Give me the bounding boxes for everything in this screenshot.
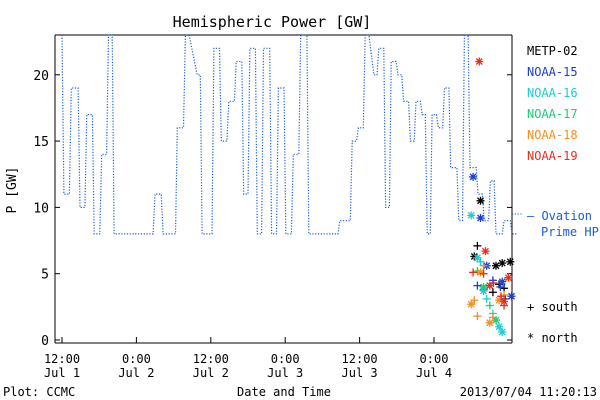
star-stroke [498, 278, 506, 286]
point-noaa-19-north [500, 297, 509, 306]
star-stroke [498, 259, 506, 267]
star-stroke [477, 268, 484, 276]
point-noaa-16-north [495, 322, 504, 331]
x-tick-date: Jul 4 [416, 366, 452, 380]
point-noaa-18-south [473, 312, 482, 321]
point-noaa-19-north [481, 247, 490, 256]
star-stroke [469, 173, 477, 181]
point-metp-02-north [506, 257, 515, 266]
y-tick-label: 20 [33, 69, 49, 84]
star-stroke [495, 323, 503, 331]
star-stroke [486, 319, 494, 327]
legend-entry-noaa-19: NOAA-19 [527, 149, 578, 163]
x-tick-time: 0:00 [122, 352, 151, 366]
footer-plot-credit: Plot: CCMC [3, 385, 75, 399]
legend-entry-noaa-18: NOAA-18 [527, 128, 578, 142]
point-noaa-17-north [479, 282, 488, 291]
star-stroke [500, 298, 508, 306]
star-stroke [482, 247, 489, 255]
chart-title: Hemispheric Power [GW] [173, 13, 372, 31]
point-metp-02-south [488, 288, 497, 297]
x-tick-date: Jul 2 [193, 366, 229, 380]
legend-north: * north [527, 331, 578, 345]
point-noaa-16-north [473, 253, 482, 262]
y-tick-label: 15 [33, 135, 49, 150]
legend-entry-metp-02: METP-02 [527, 44, 578, 58]
point-noaa-16-north [498, 328, 507, 337]
y-tick-label: 0 [41, 334, 49, 349]
star-stroke [498, 328, 506, 336]
star-stroke [480, 283, 488, 291]
point-noaa-15-north [498, 277, 507, 286]
x-tick-date: Jul 3 [267, 366, 303, 380]
point-metp-02-north [476, 196, 485, 205]
satellite-points [467, 57, 516, 337]
star-stroke [506, 258, 514, 266]
star-stroke [477, 214, 484, 222]
star-stroke [492, 262, 500, 270]
star-stroke [508, 292, 515, 300]
star-stroke [475, 58, 483, 65]
ovation-line [61, 34, 517, 235]
star-stroke [504, 274, 512, 282]
point-noaa-18-north [467, 300, 476, 309]
point-noaa-19-north [485, 281, 494, 290]
point-noaa-15-north [507, 292, 516, 301]
legend: METP-02 NOAA-15 NOAA-16 NOAA-17 NOAA-18 NOAA-… [512, 44, 600, 345]
star-stroke [492, 316, 500, 324]
point-noaa-18-south [479, 261, 488, 270]
legend-entry-noaa-15: NOAA-15 [527, 65, 578, 79]
x-tick-time: 12:00 [342, 352, 378, 366]
y-tick-label: 10 [33, 201, 49, 216]
point-noaa-16-south [482, 294, 491, 303]
star-stroke [486, 282, 494, 290]
legend-south: + south [527, 300, 578, 314]
point-noaa-19-north [504, 273, 513, 282]
legend-entry-noaa-16: NOAA-16 [527, 86, 578, 100]
point-noaa-15-north [469, 172, 478, 181]
y-axis-label: P [GW] [5, 167, 20, 214]
point-metp-02-north [498, 259, 507, 268]
star-stroke [467, 211, 475, 219]
x-tick-date: Jul 3 [342, 366, 378, 380]
star-stroke [473, 254, 481, 262]
x-tick-time: 12:00 [193, 352, 229, 366]
footer-timestamp: 2013/07/04 11:20:13 [460, 385, 597, 399]
point-noaa-17-south [485, 301, 494, 310]
y-axis-ticks: 0 5 10 15 20 [33, 69, 512, 349]
ovation-series [61, 34, 517, 235]
point-metp-02-south [473, 241, 482, 250]
legend-ovation-line1: — Ovation [527, 209, 592, 223]
plot-frame [54, 34, 513, 344]
point-noaa-19-south [479, 269, 488, 278]
legend-entry-noaa-17: NOAA-17 [527, 107, 578, 121]
point-noaa-15-north [476, 214, 485, 222]
y-tick-label: 5 [41, 268, 49, 283]
star-stroke [477, 197, 484, 205]
x-tick-date: Jul 2 [118, 366, 154, 380]
point-noaa-19-south [469, 268, 478, 277]
x-tick-time: 0:00 [420, 352, 449, 366]
x-axis-label: Date and Time [237, 385, 331, 399]
point-metp-02-north [492, 261, 500, 270]
x-tick-date: Jul 1 [44, 366, 80, 380]
point-noaa-18-north [485, 318, 494, 327]
star-stroke [467, 300, 475, 308]
star-stroke [470, 252, 478, 260]
point-noaa-16-north [467, 211, 476, 220]
point-noaa-19-north [475, 57, 484, 66]
point-noaa-15-south [473, 281, 482, 290]
legend-ovation-line2: Prime HPI [541, 225, 600, 239]
x-tick-time: 0:00 [271, 352, 300, 366]
x-tick-time: 12:00 [44, 352, 80, 366]
